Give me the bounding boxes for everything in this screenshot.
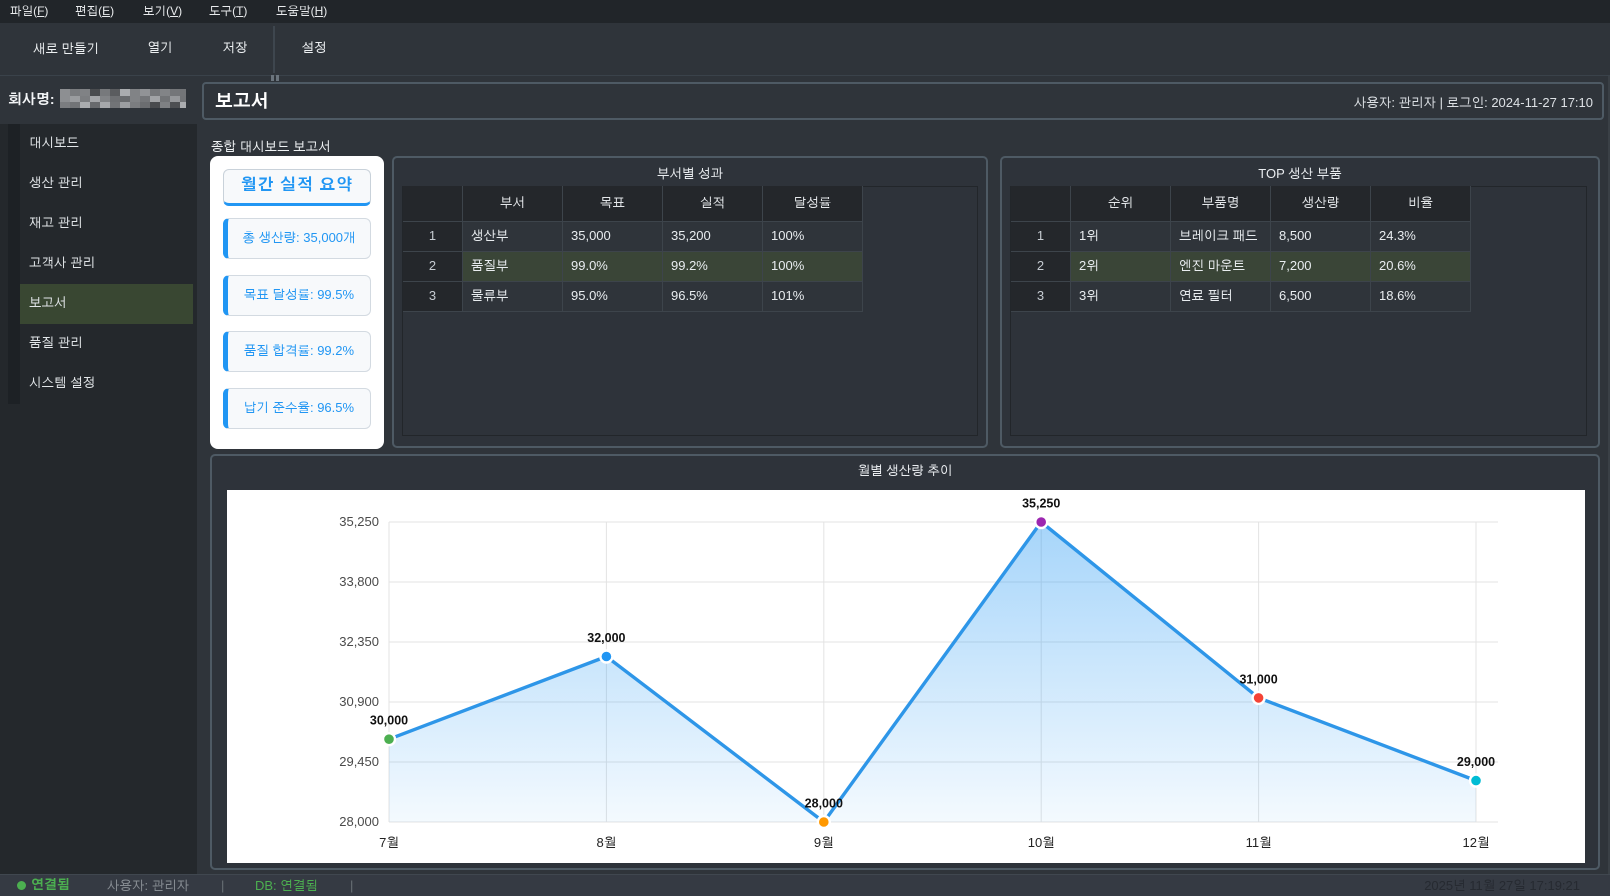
svg-text:32,350: 32,350 — [339, 636, 379, 649]
svg-text:31,000: 31,000 — [1239, 672, 1277, 686]
svg-text:32,000: 32,000 — [587, 631, 625, 645]
svg-text:28,000: 28,000 — [805, 797, 843, 811]
svg-text:35,250: 35,250 — [339, 516, 379, 529]
svg-text:30,900: 30,900 — [339, 696, 379, 709]
svg-text:7월: 7월 — [379, 836, 399, 850]
svg-text:33,800: 33,800 — [339, 576, 379, 589]
svg-text:10월: 10월 — [1028, 836, 1055, 850]
svg-text:29,000: 29,000 — [1457, 755, 1495, 769]
svg-text:29,450: 29,450 — [339, 756, 379, 769]
svg-text:11월: 11월 — [1246, 836, 1272, 850]
svg-text:28,000: 28,000 — [339, 816, 379, 829]
svg-text:8월: 8월 — [597, 836, 617, 850]
svg-text:35,250: 35,250 — [1022, 497, 1060, 511]
svg-text:9월: 9월 — [814, 836, 834, 850]
svg-text:30,000: 30,000 — [370, 714, 408, 728]
svg-text:12월: 12월 — [1463, 836, 1490, 850]
